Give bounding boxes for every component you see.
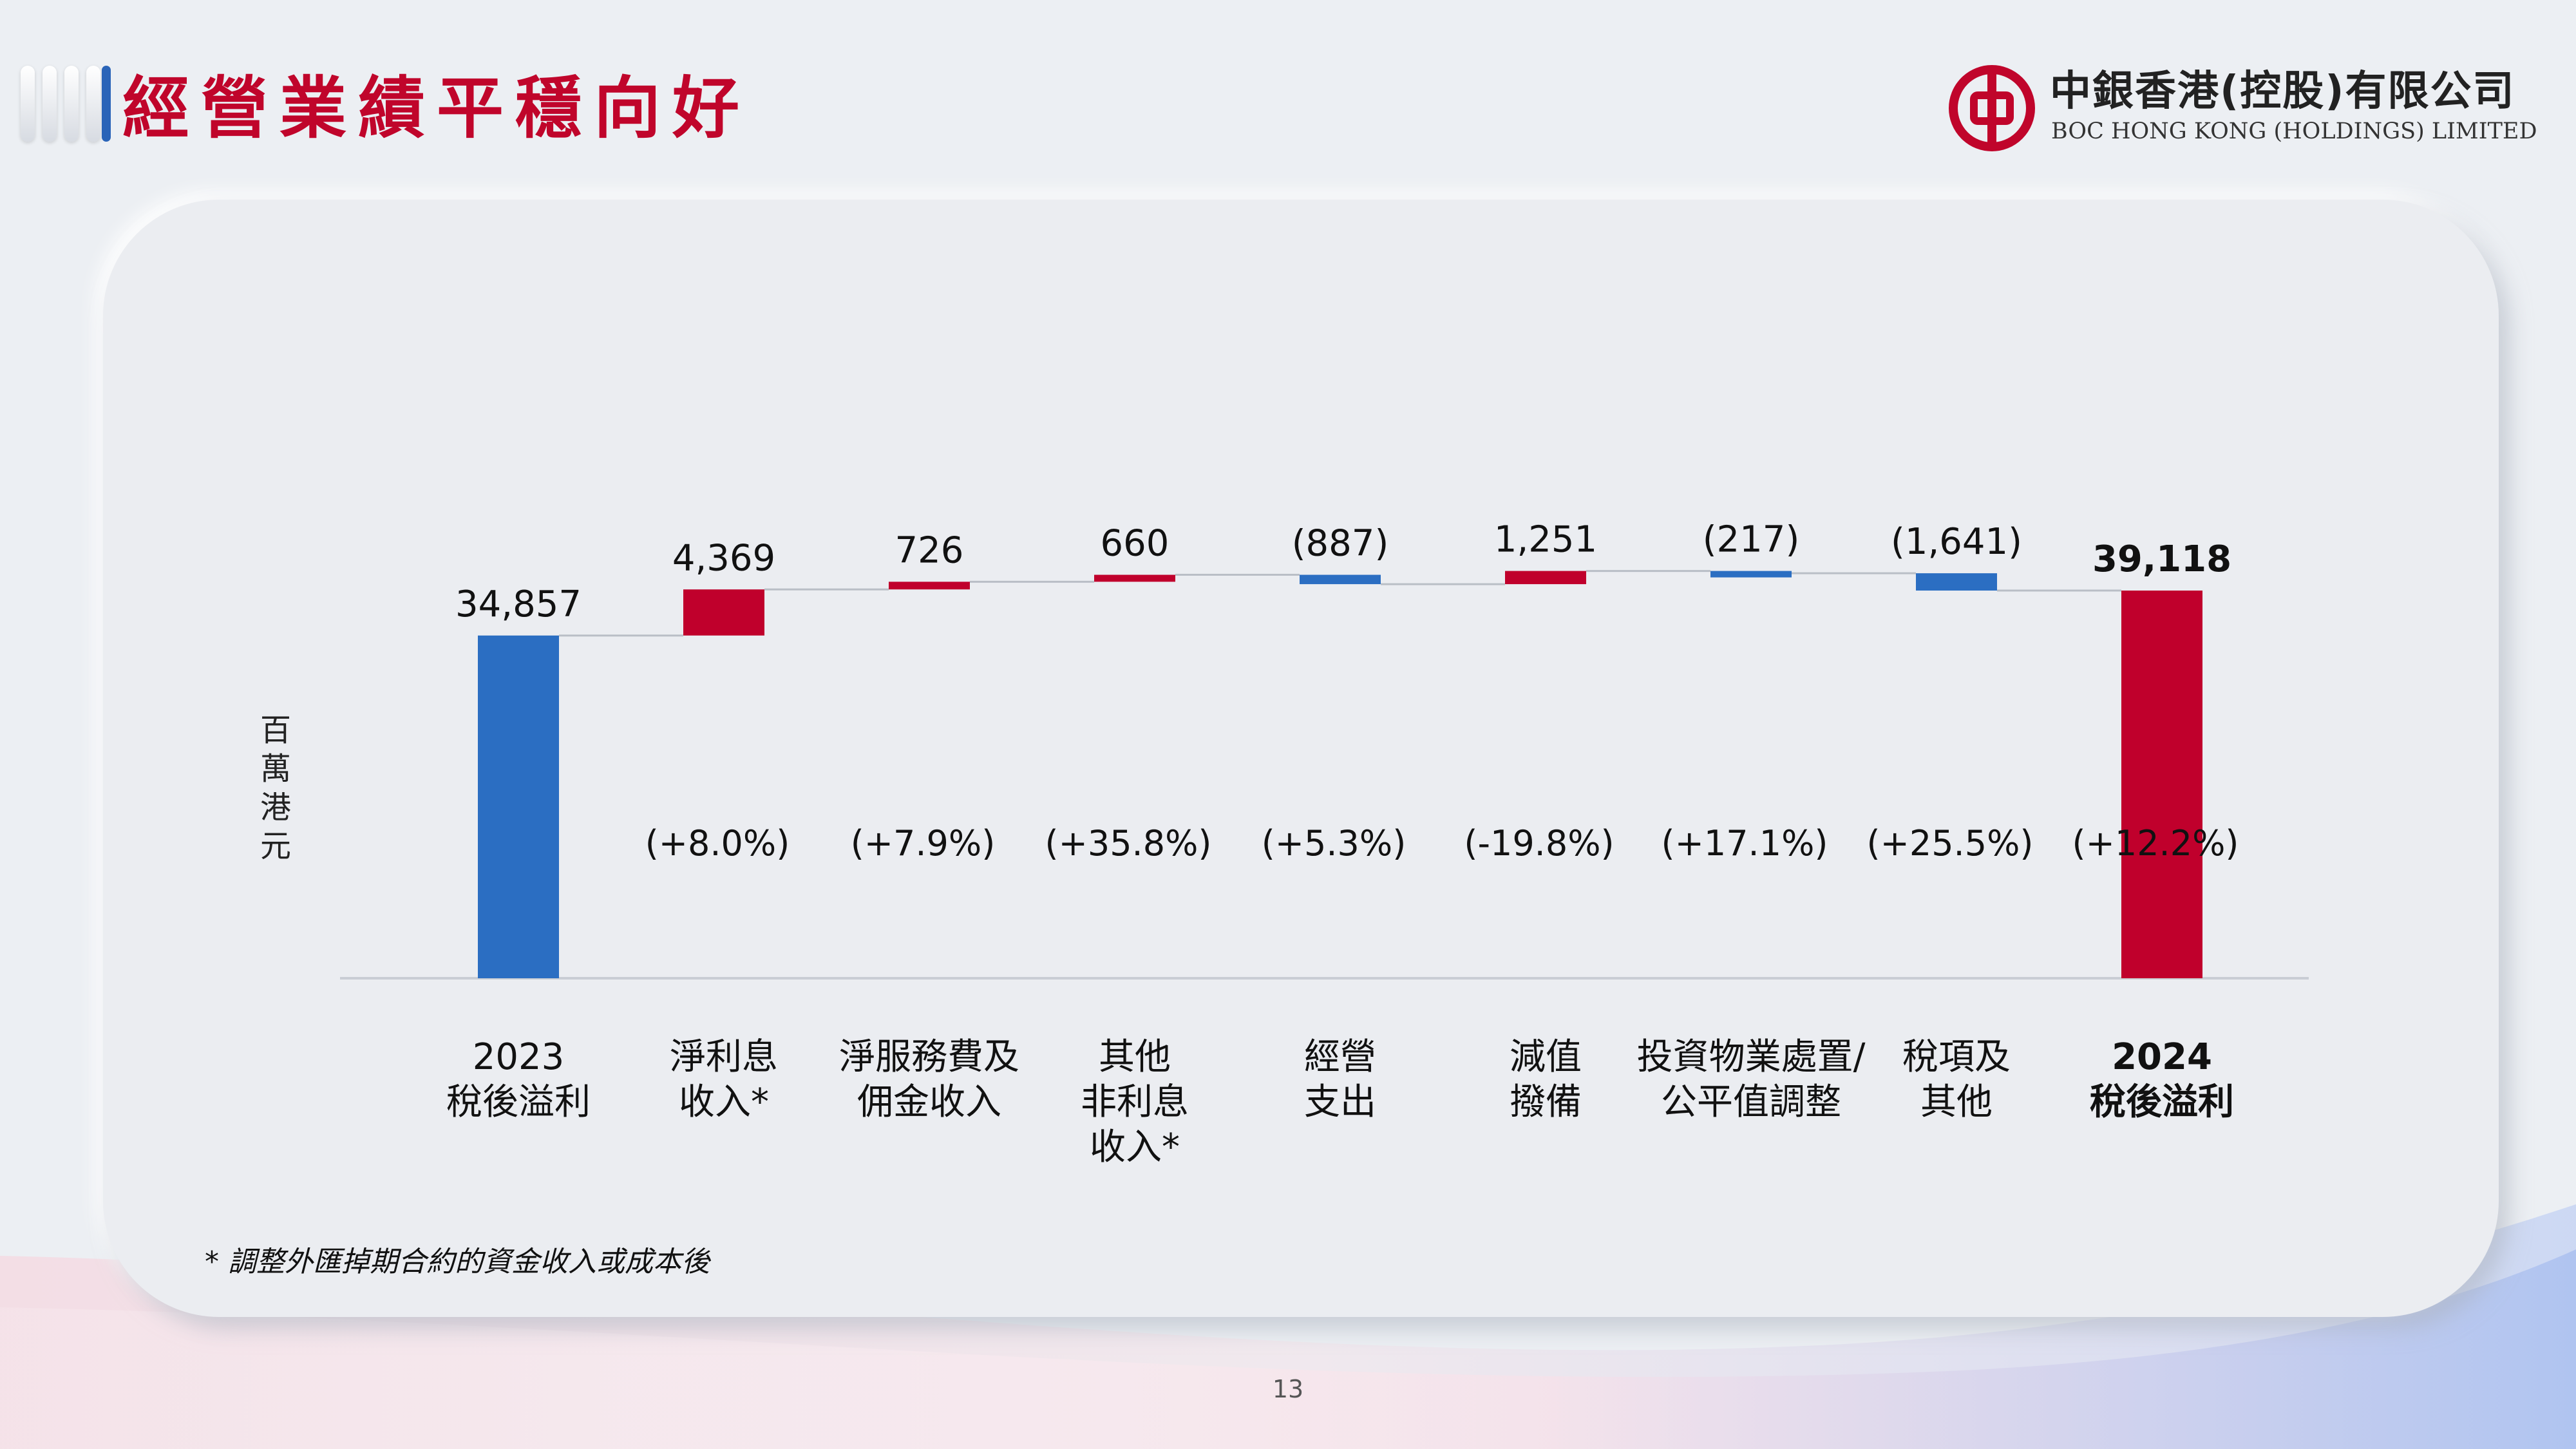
category-label-7: 稅項及其他	[1902, 1036, 2011, 1123]
bar-0	[478, 635, 559, 978]
category-label-2: 淨服務費及佣金收入	[839, 1036, 1019, 1123]
category-label-1: 淨利息收入*	[670, 1036, 778, 1123]
value-label-1: 4,369	[672, 537, 775, 579]
bar-4	[1300, 574, 1381, 585]
bar-6	[1710, 571, 1792, 578]
bar-7	[1916, 573, 1997, 591]
category-label-4: 經營支出	[1304, 1036, 1376, 1123]
change-label-3: (+35.8%)	[1045, 823, 1212, 864]
change-label-4: (+5.3%)	[1262, 823, 1406, 864]
value-label-2: 726	[895, 529, 964, 571]
change-label-5: (-19.8%)	[1464, 823, 1614, 864]
value-label-5: 1,251	[1494, 519, 1597, 561]
category-label-0: 2023 稅後溢利	[446, 1036, 591, 1123]
value-label-0: 34,857	[455, 583, 582, 625]
company-logo: 中銀香港(控股)有限公司 BOC HONG KONG (HOLDINGS) LI…	[1948, 63, 2560, 153]
change-label-1: (+8.0%)	[645, 823, 790, 864]
value-label-3: 660	[1101, 523, 1170, 565]
bar-3	[1094, 574, 1175, 582]
change-label-7: (+25.5%)	[1867, 823, 2034, 864]
page-number: 13	[1272, 1375, 1304, 1403]
category-label-3: 其他非利息收入*	[1081, 1036, 1189, 1168]
bar-5	[1505, 571, 1586, 585]
value-label-6: (217)	[1703, 519, 1800, 561]
bar-8	[2121, 591, 2202, 978]
background-swoosh	[0, 1204, 2576, 1449]
value-label-7: (1,641)	[1891, 521, 2022, 563]
logo-english-name: BOC HONG KONG (HOLDINGS) LIMITED	[2051, 118, 2537, 144]
bar-1	[683, 589, 764, 636]
value-label-4: (887)	[1292, 523, 1389, 565]
title-decoration	[21, 66, 111, 142]
category-label-5: 減值撥備	[1510, 1036, 1582, 1123]
change-label-6: (+17.1%)	[1662, 823, 1828, 864]
category-label-6: 投資物業處置/公平值調整	[1637, 1036, 1866, 1123]
page-title: 經營業績平穩向好	[122, 69, 752, 147]
logo-chinese-name: 中銀香港(控股)有限公司	[2050, 68, 2515, 115]
bar-2	[889, 582, 970, 590]
footnote: * 調整外匯掉期合約的資金收入或成本後	[205, 1245, 710, 1278]
category-label-8: 2024 稅後溢利	[2090, 1036, 2234, 1123]
change-label-8: (+12.2%)	[2072, 823, 2239, 864]
y-axis-label: 百萬港元	[260, 712, 291, 864]
change-label-2: (+7.9%)	[851, 823, 996, 864]
value-label-8: 39,118	[2092, 538, 2231, 580]
boc-logo-icon	[1949, 65, 2035, 151]
